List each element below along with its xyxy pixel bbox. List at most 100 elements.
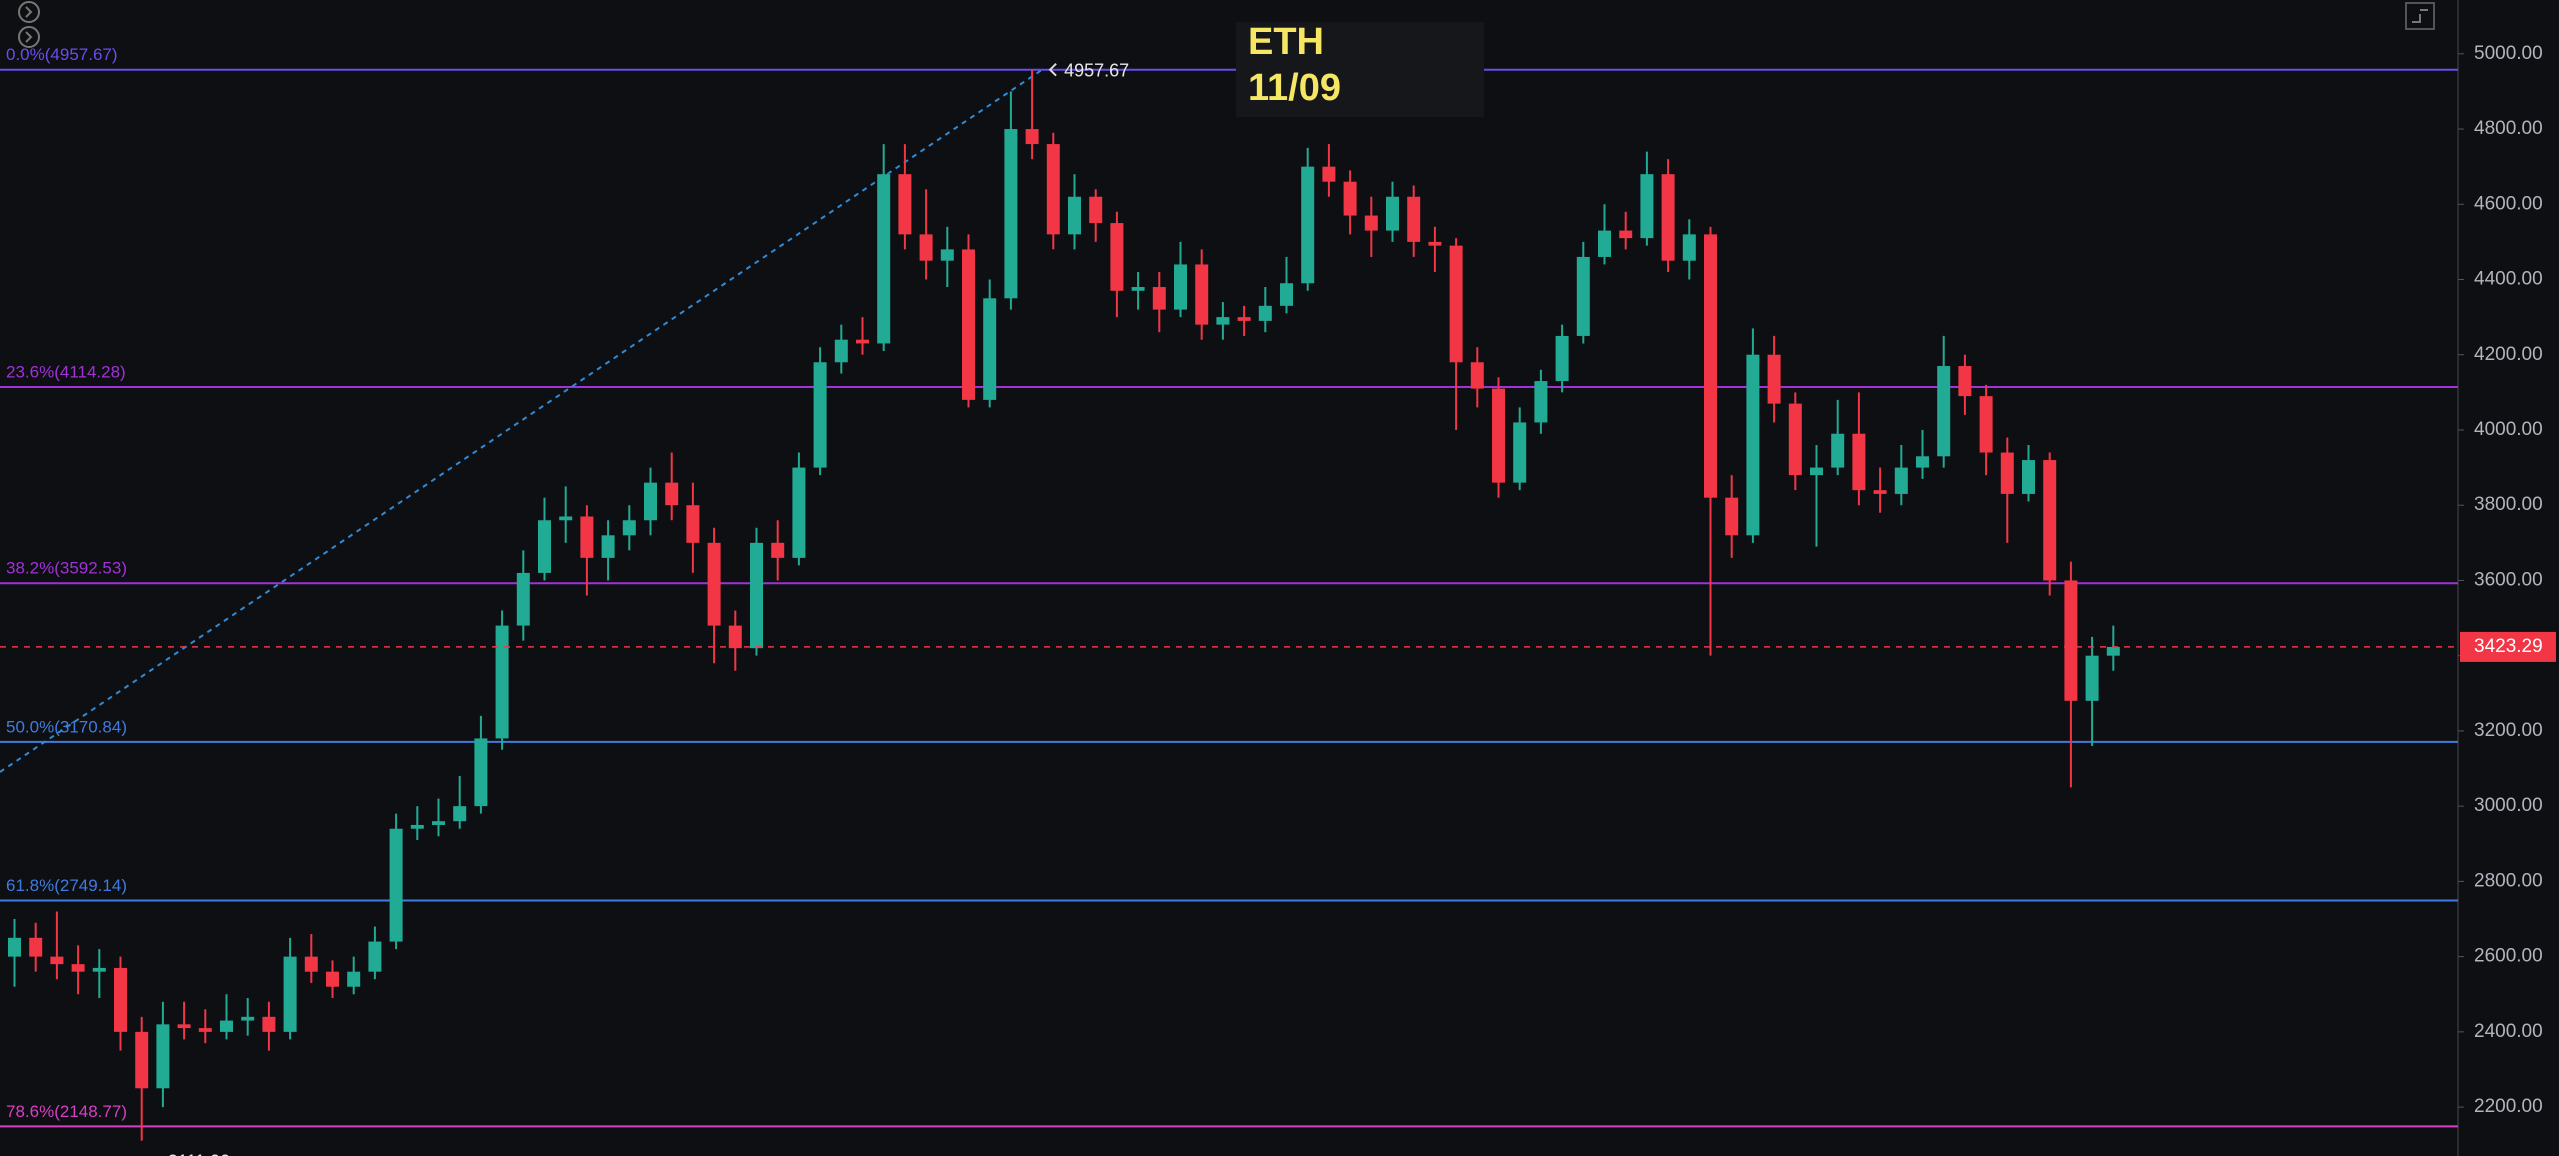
candle-body <box>283 956 297 1032</box>
candle-body <box>1894 467 1908 494</box>
candle-body <box>304 956 318 972</box>
candle-body <box>2022 460 2035 494</box>
fib-label: 78.6%(2148.77) <box>6 1102 127 1121</box>
y-tick-label: 3800.00 <box>2474 494 2543 515</box>
candle-body <box>1428 241 1442 246</box>
candle-body <box>241 1016 255 1021</box>
candle-body <box>1810 467 1823 476</box>
candle-body <box>1492 388 1505 483</box>
candle-body <box>559 516 573 521</box>
icon[interactable] <box>18 26 40 48</box>
fib-label: 23.6%(4114.28) <box>6 362 126 381</box>
candle-body <box>1788 403 1802 476</box>
candle-body <box>410 824 424 829</box>
candle-body <box>1958 366 1972 397</box>
candle-body <box>1025 129 1039 145</box>
candle-body <box>771 542 785 558</box>
candle-body <box>1513 422 1527 483</box>
candle-body <box>135 1031 149 1089</box>
y-tick-label: 4200.00 <box>2474 344 2543 365</box>
candle-body <box>8 937 21 957</box>
candle-body <box>347 971 361 987</box>
candle-body <box>962 249 975 400</box>
candle-body <box>2085 655 2099 701</box>
candle-body <box>1407 196 1421 242</box>
candle-body <box>2043 460 2057 581</box>
candle-body <box>2000 452 2014 494</box>
candle-body <box>919 234 933 261</box>
candle-body <box>898 174 912 235</box>
icon <box>25 31 33 43</box>
candle-body <box>1979 396 1993 453</box>
icon <box>25 6 33 18</box>
candle-body <box>453 806 467 822</box>
icon[interactable] <box>2405 2 2435 30</box>
candle-body <box>177 1024 191 1029</box>
candle-body <box>707 542 721 626</box>
candle-body <box>1237 317 1251 321</box>
last-price-label: 3423.29 <box>2474 636 2543 657</box>
candle-body <box>1534 381 1548 423</box>
icon[interactable] <box>18 1 40 23</box>
icon <box>2412 9 2428 23</box>
candle-body <box>1301 166 1315 284</box>
candle-body <box>728 625 742 649</box>
plot: 0.0%(4957.67) 23.6%(4114.28) 38.2%(3592.53… <box>0 45 2464 1156</box>
candle-body <box>1916 456 1929 468</box>
fib-label: 38.2%(3592.53) <box>6 559 127 578</box>
candle-body <box>389 828 403 942</box>
candle-body <box>686 505 700 543</box>
y-tick-label: 3600.00 <box>2474 569 2543 590</box>
candle-body <box>1937 366 1951 457</box>
candle-body <box>114 967 127 1032</box>
candle-body <box>1767 354 1781 404</box>
candle-body <box>1068 196 1081 235</box>
candle-body <box>1364 215 1378 231</box>
candle-body <box>326 971 339 987</box>
candle-body <box>1174 264 1187 310</box>
candle-body <box>1280 283 1293 306</box>
y-tick-label: 4600.00 <box>2474 193 2543 214</box>
low-label: 2111.00 <box>168 1151 230 1156</box>
candle-body <box>813 362 827 468</box>
candle-body <box>220 1020 233 1032</box>
high-label: 4957.67 <box>1064 60 1129 80</box>
y-tick-label: 2800.00 <box>2474 870 2543 891</box>
candle-body <box>601 535 615 558</box>
candle-body <box>71 964 85 972</box>
candle-body <box>1555 335 1569 382</box>
candle-body <box>622 520 636 536</box>
toolbar-icons <box>18 1 2435 48</box>
y-tick-label: 3200.00 <box>2474 720 2543 741</box>
candle-body <box>1152 287 1166 310</box>
candle-body <box>1216 317 1230 325</box>
candle-body <box>1343 181 1357 216</box>
candle-body <box>2064 580 2078 701</box>
y-tick-label: 5000.00 <box>2474 43 2543 64</box>
candle-body <box>495 625 509 739</box>
candle-body <box>644 482 657 521</box>
candle-body <box>834 339 848 363</box>
y-tick-label: 4400.00 <box>2474 269 2543 290</box>
candle-body <box>1470 362 1484 389</box>
candle-body <box>156 1024 170 1089</box>
candle-body <box>50 956 64 965</box>
candle-body <box>1322 166 1336 182</box>
candle-body <box>1449 245 1463 363</box>
candle-body <box>538 520 551 573</box>
candle-body <box>1704 234 1717 498</box>
candle-body <box>198 1028 212 1032</box>
candle-body <box>516 572 530 626</box>
candle-body <box>1046 144 1060 235</box>
y-tick-label: 4800.00 <box>2474 118 2543 139</box>
candle-body <box>1598 230 1611 257</box>
arrow <box>1048 63 1057 77</box>
candle-body <box>1258 305 1272 321</box>
candle-body <box>92 967 106 972</box>
y-tick-label: 2600.00 <box>2474 946 2543 967</box>
candle-body <box>1725 497 1739 536</box>
candle-body <box>940 249 954 261</box>
